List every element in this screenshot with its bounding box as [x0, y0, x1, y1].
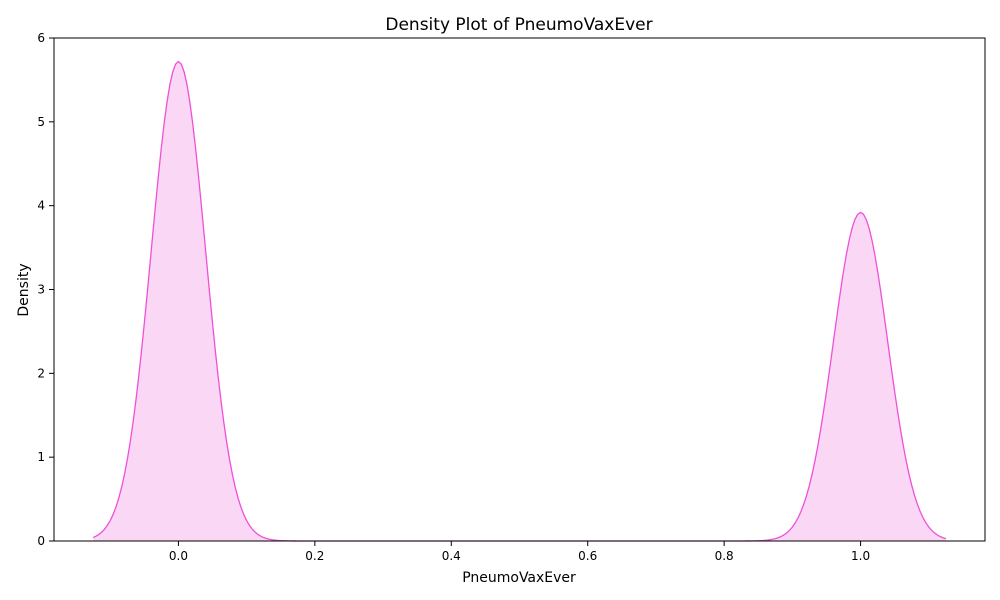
y-tick-label: 6	[37, 31, 45, 45]
x-tick-label: 0.2	[305, 549, 324, 563]
y-tick-label: 4	[37, 199, 45, 213]
x-tick-label: 0.4	[442, 549, 461, 563]
y-tick-label: 2	[37, 366, 45, 380]
x-tick-label: 0.8	[715, 549, 734, 563]
x-tick-label: 0.0	[169, 549, 188, 563]
y-tick-label: 3	[37, 283, 45, 297]
x-tick-label: 0.6	[578, 549, 597, 563]
x-axis-label: PneumoVaxEver	[462, 570, 576, 586]
x-tick-label: 1.0	[851, 549, 870, 563]
y-axis-ticks: 0 1 2 3 4 5 6	[37, 31, 54, 548]
plot-area	[92, 60, 947, 542]
y-axis-label: Density	[16, 263, 32, 316]
x-axis-ticks: 0.0 0.2 0.4 0.6 0.8 1.0	[169, 541, 870, 563]
y-tick-label: 1	[37, 450, 45, 464]
y-tick-label: 0	[37, 534, 45, 548]
density-fill-area	[93, 61, 946, 541]
y-tick-label: 5	[37, 115, 45, 129]
chart-title: Density Plot of PneumoVaxEver	[385, 15, 652, 35]
